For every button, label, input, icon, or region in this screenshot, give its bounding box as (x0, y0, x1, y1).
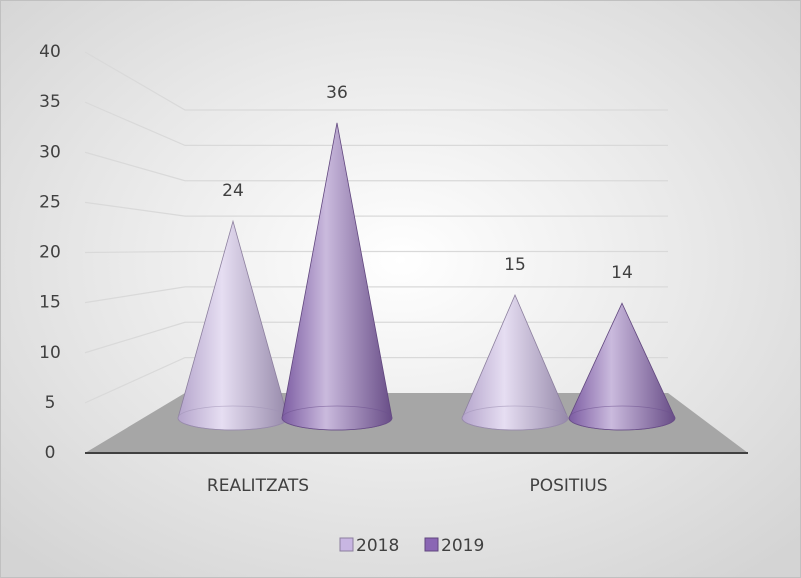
y-tick-label: 15 (39, 293, 61, 313)
data-label: 14 (611, 263, 633, 283)
x-tick-label: REALITZATS (207, 476, 309, 496)
y-tick-label: 20 (39, 243, 61, 263)
y-tick-label: 30 (39, 142, 61, 162)
data-label: 15 (504, 255, 526, 275)
grid-line (84, 51, 668, 111)
y-tick-label: 25 (39, 192, 61, 212)
legend-swatch (339, 537, 354, 552)
legend-label: 2018 (356, 536, 399, 556)
data-label: 36 (326, 83, 348, 103)
x-tick-label: POSITIUS (529, 476, 607, 496)
y-tick-label: 0 (45, 443, 56, 463)
y-tick-label: 5 (45, 393, 56, 413)
y-tick-label: 40 (39, 42, 61, 62)
legend-swatch (424, 537, 439, 552)
legend-label: 2019 (441, 536, 484, 556)
y-tick-label: 10 (39, 343, 61, 363)
data-label: 24 (222, 181, 244, 201)
y-tick-label: 35 (39, 92, 61, 112)
cone-base (568, 405, 676, 431)
grid-line (84, 286, 668, 304)
cone-base (281, 405, 393, 431)
cone-base (461, 405, 569, 431)
grid-line (84, 101, 668, 146)
grid-line (84, 250, 668, 254)
grid-line (84, 151, 668, 182)
grid-line (84, 201, 668, 217)
